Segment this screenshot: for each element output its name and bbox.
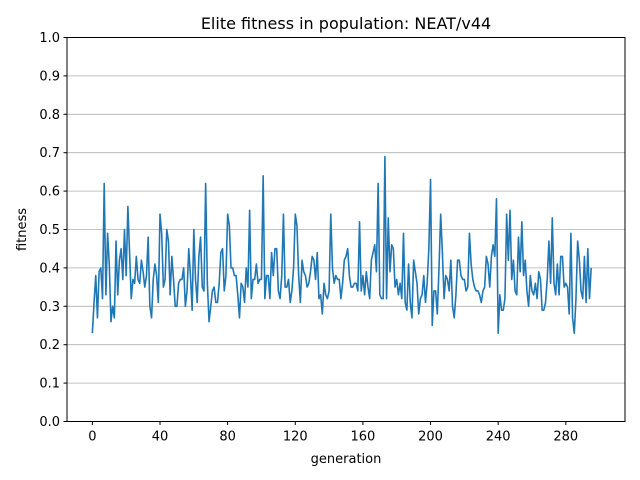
- x-axis-ticks: 0 40 80 120 160 200 240 280: [88, 421, 578, 445]
- y-axis-label: fitness: [15, 208, 30, 251]
- x-tick-label: 80: [219, 430, 236, 445]
- y-tick-label: 0.7: [39, 146, 60, 161]
- grid-lines: [67, 37, 625, 422]
- y-tick-label: 0.1: [39, 377, 60, 392]
- x-tick-label: 0: [88, 430, 96, 445]
- y-tick-label: 0.6: [39, 185, 60, 200]
- x-tick-label: 40: [152, 430, 169, 445]
- y-tick-label: 0.5: [39, 223, 60, 238]
- x-tick-label: 160: [350, 430, 375, 445]
- y-tick-label: 0.9: [39, 69, 60, 84]
- y-tick-label: 0.2: [39, 338, 60, 353]
- y-tick-label: 0.8: [39, 108, 60, 123]
- y-tick-label: 0.4: [39, 261, 60, 276]
- chart-title: Elite fitness in population: NEAT/v44: [201, 14, 491, 33]
- y-axis-ticks: 0.0 0.1 0.2 0.3 0.4 0.5 0.6 0.7 0.8 0.9 1.0: [39, 31, 67, 430]
- x-axis-label: generation: [311, 452, 382, 467]
- y-tick-label: 0.0: [39, 415, 60, 430]
- x-tick-label: 120: [283, 430, 308, 445]
- x-tick-label: 240: [486, 430, 511, 445]
- plot-area: 0 40 80 120 160 200 240 280 0.00.10.20.30.40.50…: [39, 31, 626, 445]
- y-tick-label: 0.3: [39, 300, 60, 315]
- fitness-series-line: [91, 155, 592, 334]
- y-tick-label: 1.0: [39, 31, 60, 46]
- x-tick-label: 280: [553, 430, 578, 445]
- x-tick-label: 200: [418, 430, 443, 445]
